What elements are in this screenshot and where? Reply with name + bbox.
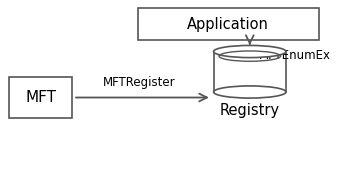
Text: MFT: MFT <box>25 90 56 105</box>
Ellipse shape <box>214 45 286 58</box>
Text: MFTEnumEx: MFTEnumEx <box>259 49 331 62</box>
Text: Application: Application <box>187 17 269 32</box>
Text: MFTRegister: MFTRegister <box>103 76 176 89</box>
Bar <box>9 77 72 118</box>
Ellipse shape <box>214 86 286 98</box>
Text: Registry: Registry <box>220 103 280 118</box>
Bar <box>138 8 319 40</box>
